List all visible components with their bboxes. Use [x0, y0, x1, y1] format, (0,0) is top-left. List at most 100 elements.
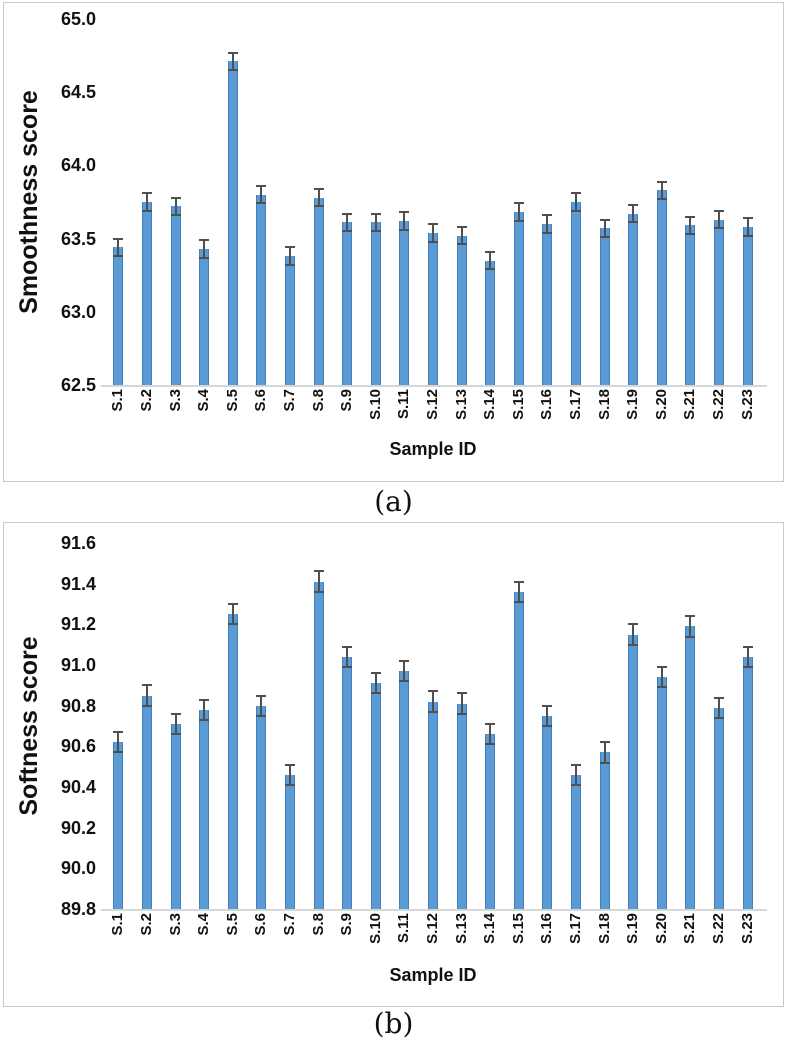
error-bar-cap: [542, 704, 553, 707]
error-bar: [546, 705, 549, 726]
error-bar: [174, 713, 177, 735]
error-bar-cap: [170, 214, 181, 217]
error-bar-cap: [656, 686, 667, 689]
x-tick-label: S.15: [509, 389, 527, 420]
bar-s6: [256, 194, 267, 385]
error-bar-cap: [313, 187, 324, 190]
x-tick-label: S.3: [166, 389, 184, 412]
error-bar: [575, 764, 578, 785]
x-tick-label: S.9: [338, 389, 356, 412]
x-tick-label: S.23: [738, 389, 756, 420]
x-tick-label: S.6: [252, 389, 270, 412]
plot-area-a: 62.5 63.0 63.5 64.0 64.5 65.0 S.1 S.2 S.3 S.4 S.5 S…: [4, 3, 783, 481]
error-bar-cap: [256, 202, 267, 205]
error-bar-cap: [599, 741, 610, 744]
y-tick-label: 63.5: [60, 228, 96, 249]
y-tick-label: 91.4: [60, 573, 96, 594]
x-tick-label: S.10: [366, 913, 384, 944]
x-tick-label: S.18: [595, 389, 613, 420]
bar-s19: [628, 213, 639, 385]
bar-s3: [170, 723, 181, 909]
x-tick-label: S.17: [567, 913, 585, 944]
error-bar-cap: [256, 714, 267, 717]
x-tick-label: S.23: [738, 913, 756, 944]
bar-s20: [656, 677, 667, 909]
error-bar-cap: [199, 718, 210, 721]
x-tick-label: S.7: [280, 913, 298, 936]
y-tick-label: 64.5: [60, 82, 96, 103]
error-bar-cap: [513, 580, 524, 583]
error-bar-cap: [742, 217, 753, 220]
bar-s7: [284, 256, 295, 385]
x-tick-label: S.22: [710, 389, 728, 420]
bar-s8: [313, 197, 324, 385]
error-bar-cap: [513, 220, 524, 223]
x-tick-label: S.21: [681, 913, 699, 944]
error-bar-cap: [485, 250, 496, 253]
error-bar-cap: [742, 234, 753, 237]
error-bar-cap: [113, 731, 124, 734]
x-tick-label: S.10: [366, 389, 384, 420]
error-bar-cap: [599, 761, 610, 764]
error-bar: [231, 604, 234, 625]
error-bar-cap: [714, 209, 725, 212]
error-bar: [145, 685, 148, 706]
y-tick-label: 90.8: [60, 695, 96, 716]
bar-s4: [199, 248, 210, 385]
error-bar-cap: [342, 212, 353, 215]
error-bar: [117, 238, 120, 257]
y-tick-label: 90.0: [60, 858, 96, 879]
error-bar: [174, 197, 177, 216]
bar-s4: [199, 709, 210, 909]
y-tick-label: 90.2: [60, 817, 96, 838]
error-bar-cap: [199, 256, 210, 259]
x-tick-label: S.17: [567, 389, 585, 420]
error-bar-cap: [428, 222, 438, 225]
error-bar-cap: [313, 590, 324, 593]
x-tick-label: S.21: [681, 389, 699, 420]
error-bar-cap: [313, 570, 324, 573]
x-tick-label: S.12: [424, 913, 441, 944]
x-axis-line: [101, 385, 767, 387]
error-bar: [288, 247, 291, 265]
bar-s23: [742, 656, 753, 909]
error-bar-cap: [628, 221, 639, 224]
x-tick-label: S.13: [452, 389, 470, 420]
error-bar-cap: [542, 725, 553, 727]
bar-s5: [227, 614, 238, 909]
error-bar-cap: [571, 209, 582, 212]
error-bar-cap: [113, 237, 124, 240]
error-bar: [117, 732, 120, 753]
error-bar-cap: [628, 643, 639, 646]
x-axis-line: [101, 909, 767, 911]
error-bar: [718, 210, 721, 229]
bar-s11: [399, 671, 410, 909]
error-bar-cap: [542, 231, 553, 234]
error-bar: [489, 723, 492, 745]
error-bar-cap: [199, 698, 210, 701]
x-tick-label: S.13: [452, 913, 470, 944]
error-bar: [746, 646, 749, 668]
error-bar-cap: [399, 659, 410, 662]
bar-s18: [599, 228, 610, 385]
x-tick-label: S.6: [252, 913, 270, 936]
error-bar-cap: [141, 209, 152, 212]
bar-s23: [742, 226, 753, 385]
error-bar: [460, 693, 463, 714]
x-tick-label: S.9: [338, 913, 356, 936]
error-bar-cap: [456, 225, 467, 228]
error-bar: [632, 204, 635, 223]
x-tick-label: S.2: [137, 913, 155, 936]
error-bar: [203, 240, 206, 258]
error-bar-cap: [342, 666, 353, 669]
error-bar: [432, 691, 434, 712]
bar-s2: [141, 202, 152, 385]
bar-s1: [113, 742, 124, 909]
x-tick-label: S.18: [595, 913, 613, 944]
y-tick-label: 91.0: [60, 655, 96, 675]
error-bar-cap: [428, 690, 438, 693]
error-bar: [260, 185, 263, 204]
error-bar-cap: [170, 712, 181, 715]
error-bar-cap: [227, 69, 238, 72]
